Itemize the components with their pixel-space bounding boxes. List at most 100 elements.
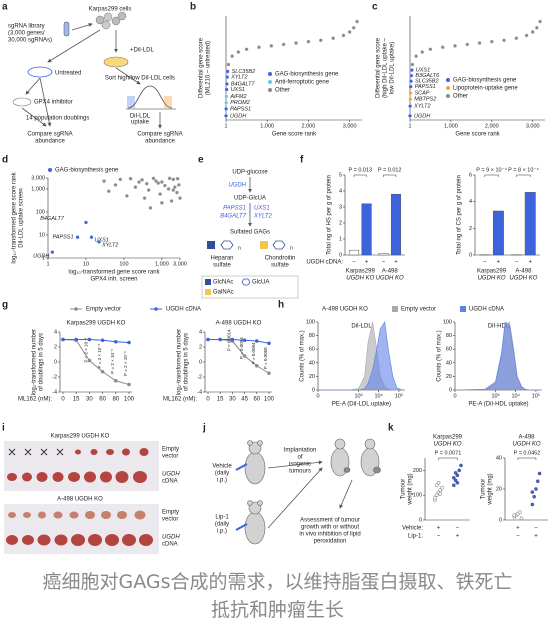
point-label: SLC35B2 <box>415 79 439 85</box>
category-label: − <box>483 260 487 266</box>
y-tick-label: 3 <box>339 204 342 210</box>
point <box>410 62 415 67</box>
point <box>532 494 536 499</box>
diagram-text: Karpas299 cells <box>89 7 132 13</box>
point <box>267 371 271 376</box>
point-label: PROM2 <box>230 100 250 106</box>
point-label: XYLT2 <box>230 74 247 80</box>
subscript: n <box>238 245 241 251</box>
y-axis-label: weight (mg) <box>408 473 414 505</box>
x-tick-label: 60 <box>253 397 260 403</box>
diagram-text: of <box>297 455 302 461</box>
p-value: P = 0.0084 <box>251 342 256 364</box>
point <box>171 177 176 182</box>
point <box>113 182 118 187</box>
sign-label: − <box>534 526 538 532</box>
x-tick-label: 3,000 <box>343 123 357 129</box>
point <box>158 192 163 197</box>
x-tick-label: 15 <box>217 397 224 403</box>
point <box>538 19 543 24</box>
x-tick-label: 1 <box>408 123 411 129</box>
y-tick-label: 4 <box>199 329 202 335</box>
diagram-text: Vehicle <box>212 464 232 470</box>
y-tick-label: 0 <box>312 387 315 393</box>
point <box>267 341 271 346</box>
point <box>306 39 311 44</box>
point <box>434 483 439 488</box>
x-tick-label: 2,000 <box>302 123 316 129</box>
bar <box>348 249 360 256</box>
sign-label: + <box>437 526 441 532</box>
point <box>514 36 519 41</box>
x-tick-label: 1,000 <box>444 123 458 129</box>
y-axis-label: Differential gene score <box>376 37 382 98</box>
point <box>465 42 470 47</box>
sign-label: + <box>516 526 520 532</box>
point <box>133 185 138 190</box>
diagram-text: PAPSS1 <box>223 206 246 212</box>
legend-marker <box>74 307 78 311</box>
y-tick-label: 80 <box>309 333 315 339</box>
point <box>236 50 241 55</box>
x-axis-label: ML162 (nM): <box>163 397 197 403</box>
y-tick-label: 4 <box>469 199 472 205</box>
legend-marker <box>446 94 450 98</box>
x-tick-label: 0 <box>316 393 319 399</box>
x-axis-label: log₁₀-transformed gene score rank <box>68 270 160 276</box>
panel-label: g <box>2 300 8 311</box>
point <box>175 190 179 195</box>
y-axis-label: of doublings in 5 days <box>184 333 190 391</box>
diagram-text: abundance <box>35 139 65 145</box>
y-axis-label: DiI-LDL uptake screen <box>19 188 25 247</box>
point <box>524 33 529 38</box>
y-axis-label: Differential gene score <box>199 37 205 98</box>
y-tick-label: 0 <box>199 359 202 365</box>
row-label: Vehicle: <box>402 526 423 532</box>
chart-title: Karpas299 UGDH KO <box>67 321 126 327</box>
diagram-text: sulfate <box>271 263 289 269</box>
diagram-text: (daily <box>215 522 229 528</box>
point <box>230 54 235 59</box>
p-value: P = 0.013 <box>348 167 372 173</box>
y-tick-label: 60 <box>309 347 315 353</box>
diagram-text: GlcUA <box>252 280 269 286</box>
x-tick-label: 30 <box>229 397 236 403</box>
y-tick-label: 5 <box>339 172 342 178</box>
y-tick-label: 6 <box>469 172 472 178</box>
x-tick-label: 100 <box>264 397 275 403</box>
y-axis-label: (ML210 – untreated) <box>206 41 212 95</box>
y-tick-label: -4 <box>52 389 57 395</box>
diagram-text: growth with or without <box>301 525 359 531</box>
point-label: UGDH <box>414 113 430 119</box>
point-label: B4GALT7 <box>40 216 65 222</box>
panel-label: k <box>388 423 394 434</box>
point <box>224 106 229 111</box>
x-tick-label: 3,000 <box>173 261 187 267</box>
panel-label: j <box>202 423 206 434</box>
y-axis-label: Tumour <box>481 479 487 499</box>
point <box>355 19 360 24</box>
legend-marker <box>446 78 450 82</box>
point <box>176 182 181 187</box>
group-label: UGDH KO <box>346 276 374 282</box>
y-tick-label: 60 <box>446 347 452 353</box>
diagram-text: B4GALT7 <box>220 214 247 220</box>
point <box>100 369 105 374</box>
point <box>420 50 425 55</box>
group-label: A-498 <box>382 269 399 275</box>
point <box>408 97 413 102</box>
chart-title: A-498 <box>518 435 535 441</box>
point <box>428 47 433 52</box>
legend-label: Empty vector <box>401 307 436 313</box>
line <box>208 339 270 344</box>
y-tick-label: 40 <box>496 455 502 461</box>
category-label: + <box>394 260 398 266</box>
x-axis-label: ML162 (nM): <box>18 397 52 403</box>
diagram-e: n n <box>201 177 299 299</box>
y-axis-label: log₂-transformed number <box>32 329 38 395</box>
y-tick-label: 20 <box>496 486 502 492</box>
y-tick-label: -4 <box>197 389 202 395</box>
chart-title: Karpas299 <box>433 435 463 441</box>
point <box>244 47 249 52</box>
point <box>84 220 88 225</box>
